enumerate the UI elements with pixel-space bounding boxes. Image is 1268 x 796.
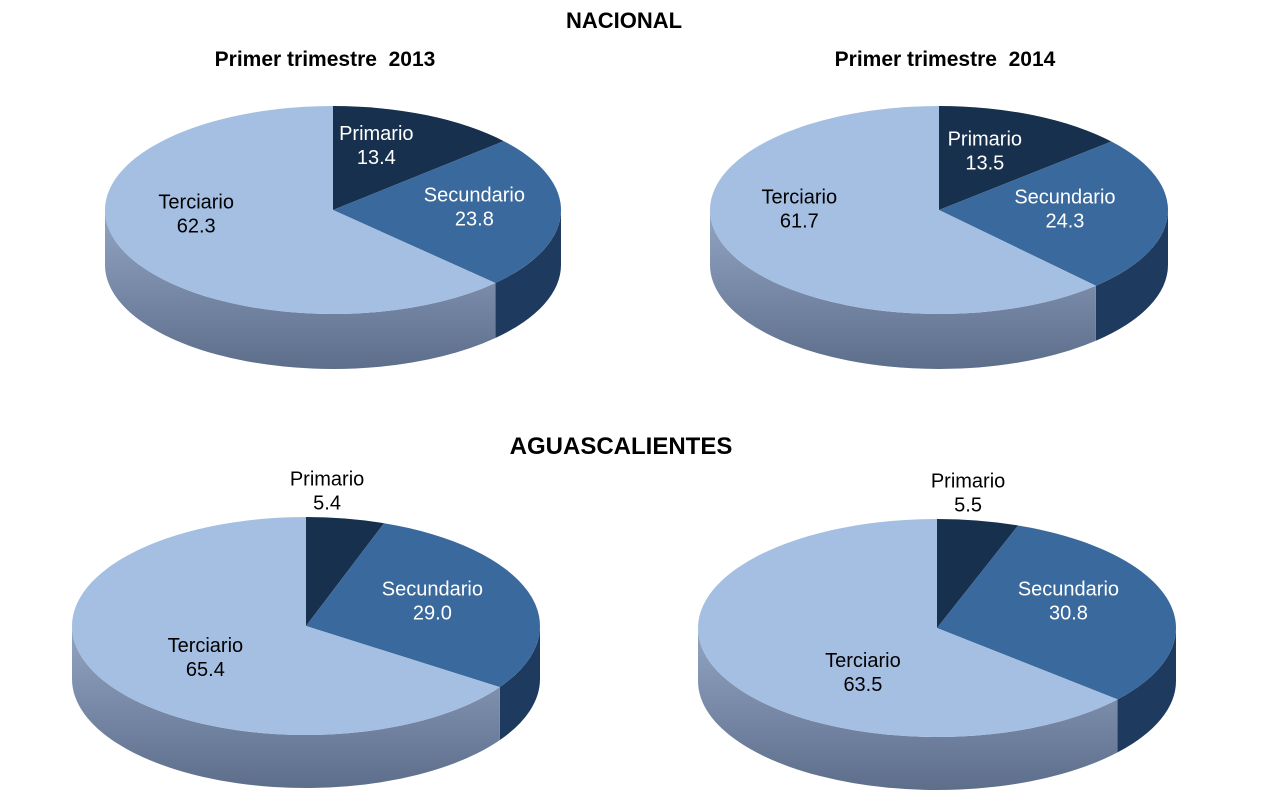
pie-label-primario: Primario 5.4 — [290, 468, 364, 514]
pie-slice-terciario — [710, 106, 1096, 314]
pie-label-primario: Primario 5.5 — [931, 470, 1005, 516]
pie-label-primario: Primario 13.4 — [339, 123, 413, 169]
pie-rim-secundario — [495, 210, 561, 339]
pie-label-secundario: Secundario 23.8 — [424, 184, 525, 230]
pie-slice-primario — [306, 517, 385, 626]
pie-slice-secundario — [939, 141, 1169, 286]
pie-chart-nacional-2014: Primario 13.5 Secundario 24.3 Terciario 61.7 — [710, 106, 1169, 370]
subtitle-primer-trimestre-2013: Primer trimestre 2013 — [214, 48, 436, 71]
section-title-aguascalientes: AGUASCALIENTES — [509, 433, 733, 460]
subtitle-primer-trimestre-2014: Primer trimestre 2014 — [834, 48, 1056, 71]
pie-slice-terciario — [71, 517, 500, 735]
pie-label-terciario: Terciario 63.5 — [825, 650, 901, 696]
pie-rim-terciario — [72, 626, 500, 788]
pie-rim-secundario — [1117, 628, 1176, 753]
pie-slice-secundario — [937, 525, 1176, 700]
pie-label-secundario: Secundario 29.0 — [382, 578, 483, 624]
pie-chart-aguascalientes-2014: Primario 5.5 Secundario 30.8 Terciario 63.5 — [697, 470, 1176, 790]
pie-label-terciario: Terciario 65.4 — [168, 635, 244, 681]
pie-rim-terciario — [104, 210, 496, 369]
pie-rim-secundario — [499, 626, 540, 741]
pie-slice-secundario — [333, 141, 561, 284]
pie-rim-secundario — [1095, 210, 1168, 341]
pie-slice-primario — [333, 106, 504, 210]
pie-chart-aguascalientes-2013: Primario 5.4 Secundario 29.0 Terciario 65.4 — [71, 468, 540, 788]
pie-label-terciario: Terciario 62.3 — [158, 192, 234, 238]
section-title-nacional: NACIONAL — [565, 8, 683, 33]
pie-rim-terciario — [710, 210, 1096, 370]
pie-label-secundario: Secundario 24.3 — [1014, 187, 1115, 233]
pie-slice-secundario — [306, 523, 540, 688]
pie-slice-terciario — [105, 106, 496, 314]
pie-slice-terciario — [697, 519, 1118, 737]
pie-label-terciario: Terciario 61.7 — [762, 187, 838, 233]
pie-label-secundario: Secundario 30.8 — [1018, 578, 1119, 624]
pie-slice-primario — [939, 106, 1112, 210]
pie-label-primario: Primario 13.5 — [948, 128, 1022, 174]
pie-rim-terciario — [698, 628, 1118, 790]
pie-slice-primario — [937, 519, 1019, 628]
